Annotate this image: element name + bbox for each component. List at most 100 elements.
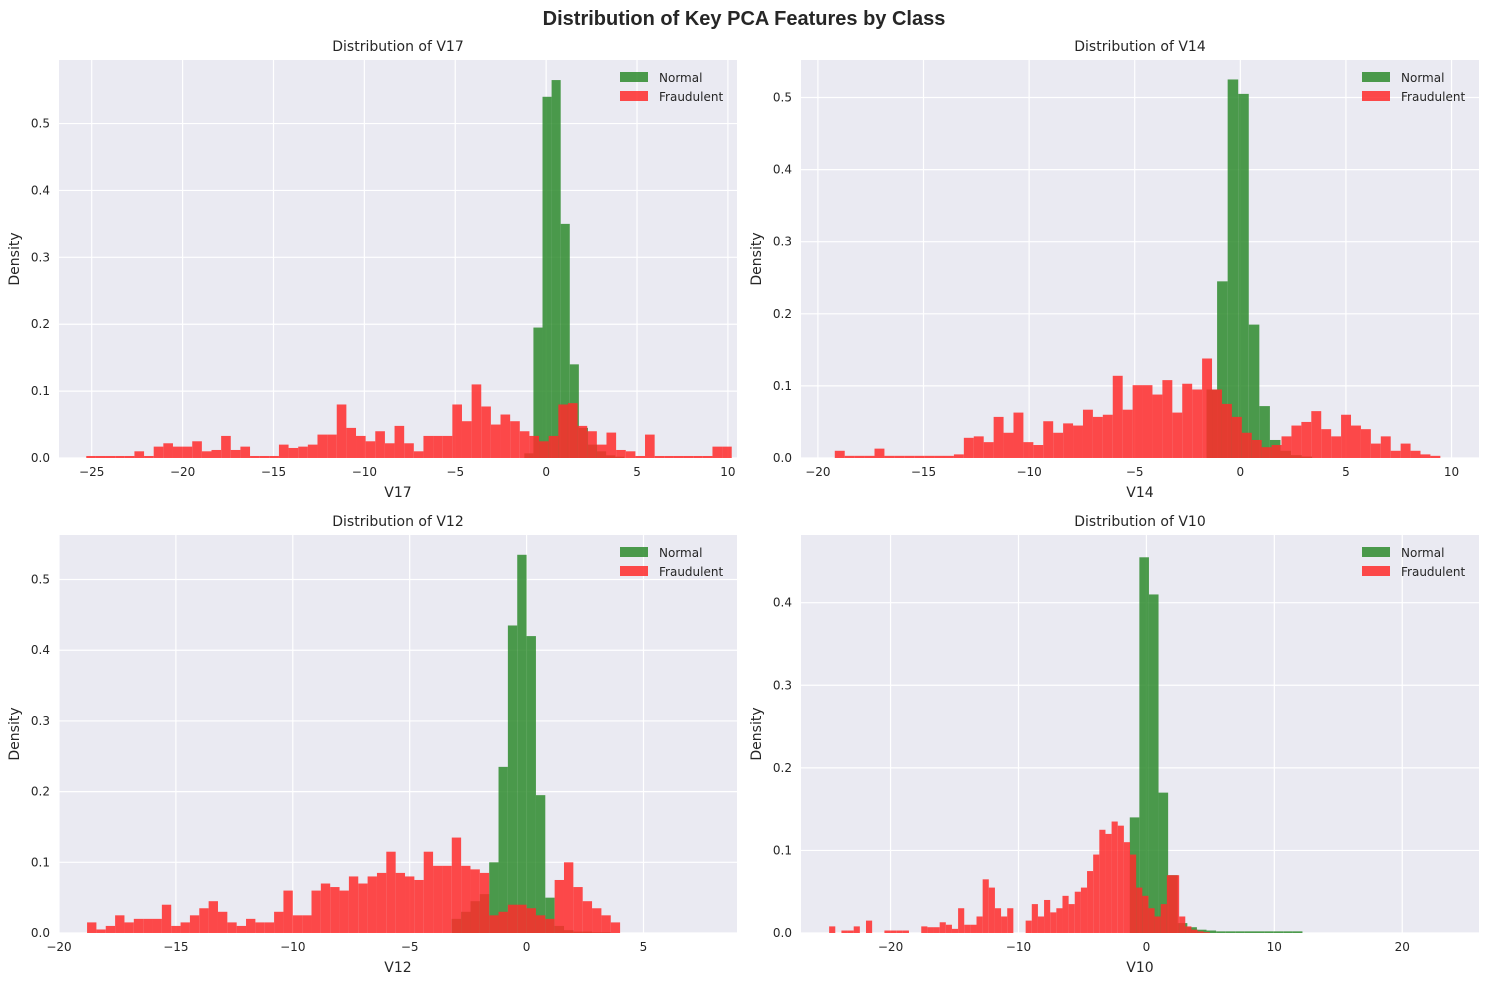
histogram-bar [1139,557,1149,933]
histogram-bar [601,915,611,933]
histogram-bar [1390,450,1401,458]
histogram-bar [1271,445,1282,458]
histogram-bar [433,865,443,933]
y-tick-label: 0.3 [773,678,792,692]
histogram-bar [1093,854,1100,933]
histogram-bar [1073,425,1083,458]
legend-label: Fraudulent [1401,90,1465,104]
histogram-bar [1251,439,1262,458]
histogram-bar [664,455,674,458]
histogram-bar [1212,389,1222,458]
histogram-bar [645,434,655,458]
histogram-bar [423,435,434,458]
histogram-bar [302,915,312,933]
histogram-bar [1023,442,1034,458]
histogram-bar [182,446,193,458]
histogram-bar [394,425,405,458]
histogram-bar [221,435,231,458]
histogram-bar [558,404,568,458]
y-tick-label: 0.0 [773,451,792,465]
histogram-bar [133,918,144,933]
histogram-bar [545,918,555,933]
histogram-bar [1082,409,1093,458]
histogram-bar [864,455,875,458]
histogram-bar [471,384,482,458]
histogram-bar [924,455,935,458]
histogram-bar [1111,821,1118,933]
histogram-bar [529,435,540,458]
histogram-bar [894,455,905,458]
y-tick-label: 0.0 [31,926,50,940]
y-tick-label: 0.5 [31,117,50,131]
legend: Normal Fraudulent [620,71,723,104]
histogram-bar [384,443,395,458]
histogram-bar [153,446,164,458]
histogram-bar [1025,920,1032,933]
legend-swatch [1362,566,1390,576]
y-tick-label: 0.5 [773,90,792,104]
histogram-bar [1182,383,1193,458]
histogram-bar [1172,412,1183,458]
histogram-bar [442,435,453,458]
chart-title: Distribution of V14 [1074,39,1206,55]
histogram-bar [470,869,480,933]
histogram-bar [336,404,347,458]
histogram-bar [1099,829,1106,933]
histogram-bar [1001,916,1008,933]
histogram-bar [180,922,190,933]
legend: Normal Fraudulent [1362,546,1465,579]
histogram-bar [829,926,836,933]
histogram-bar [973,436,984,458]
histogram-bar [1013,412,1024,458]
legend-swatch [620,566,648,576]
x-axis-label: V14 [1126,485,1153,501]
histogram-bar [874,448,885,458]
histogram-bar [311,890,321,933]
legend-label: Fraudulent [1401,565,1465,579]
x-tick-label: −20 [878,940,903,954]
histogram-bar [994,908,1002,933]
histogram-bar [1173,875,1180,933]
histogram-bar [264,922,275,933]
chart-title: Distribution of V17 [332,39,463,55]
histogram-bar [654,455,665,458]
histogram-bar [616,449,626,458]
histogram-bar [507,625,518,933]
y-tick-label: 0.3 [31,714,50,728]
x-axis-label: V17 [384,485,411,501]
y-axis-label: Density [749,707,765,760]
histogram-bar [939,922,946,933]
histogram-bar [519,431,530,458]
histogram-bar [1400,443,1411,458]
histogram-bar [1074,891,1081,933]
histogram-bar [847,930,854,933]
histogram-bar [298,446,308,458]
histogram-bar [461,421,472,458]
histogram-bar [1191,929,1198,933]
histogram-bar [1248,324,1260,458]
histogram-bar [395,872,406,933]
histogram-bar [498,911,508,933]
y-tick-label: 0.4 [773,163,792,177]
histogram-bar [283,890,293,933]
histogram-bar [255,922,265,933]
histogram-bar [230,449,241,458]
histogram-bar [250,455,260,458]
histogram-bar [498,766,508,933]
histogram-bar [890,930,897,933]
histogram-bar [1130,854,1137,933]
histogram-bar [1053,432,1064,458]
chart-title: Distribution of V10 [1074,514,1205,530]
histogram-bar [507,904,518,933]
histogram-bar [1007,908,1014,933]
histogram-bar [573,887,583,933]
y-tick-label: 0.2 [773,307,792,321]
histogram-bar [1370,443,1381,458]
x-tick-label: 0 [542,465,550,479]
histogram-bar [500,414,511,458]
y-tick-label: 0.1 [773,379,792,393]
x-tick-label: 10 [1267,940,1282,954]
histogram-bar [635,455,646,458]
histogram-bar [951,928,959,933]
histogram-bar [964,924,971,933]
